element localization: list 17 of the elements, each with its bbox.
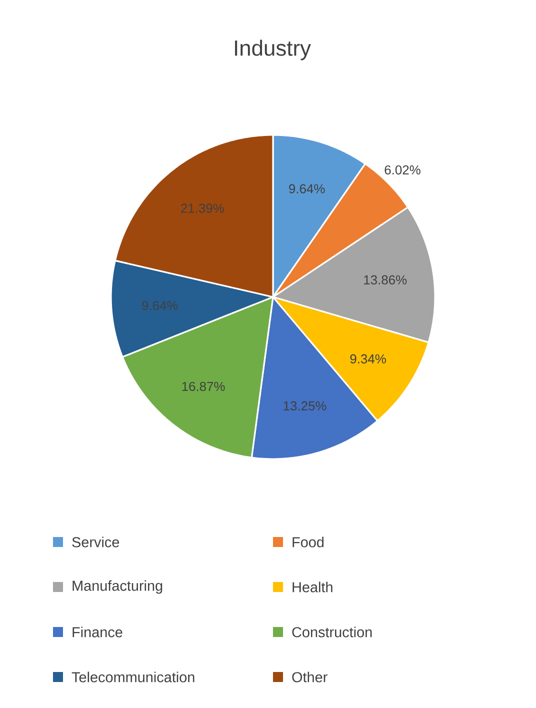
- legend-label: Construction: [292, 626, 372, 638]
- data-label: 13.25%: [284, 401, 326, 410]
- data-label: 21.39%: [181, 204, 224, 213]
- legend-label: Manufacturing: [72, 580, 162, 594]
- data-label: 9.64%: [289, 184, 325, 194]
- legend-label: Service: [72, 536, 120, 548]
- data-label: 6.02%: [384, 165, 420, 174]
- data-label: 13.86%: [364, 275, 407, 284]
- chart-title: Industry: [235, 40, 311, 60]
- legend-label: Health: [292, 582, 332, 592]
- legend-label: Food: [292, 536, 324, 548]
- legend-label: Finance: [72, 626, 122, 638]
- legend-label: Other: [292, 672, 328, 682]
- legend-label: Telecommunication: [72, 672, 194, 682]
- data-label: 9.64%: [142, 300, 178, 310]
- data-label: 16.87%: [182, 382, 225, 392]
- data-label: 9.34%: [350, 354, 386, 364]
